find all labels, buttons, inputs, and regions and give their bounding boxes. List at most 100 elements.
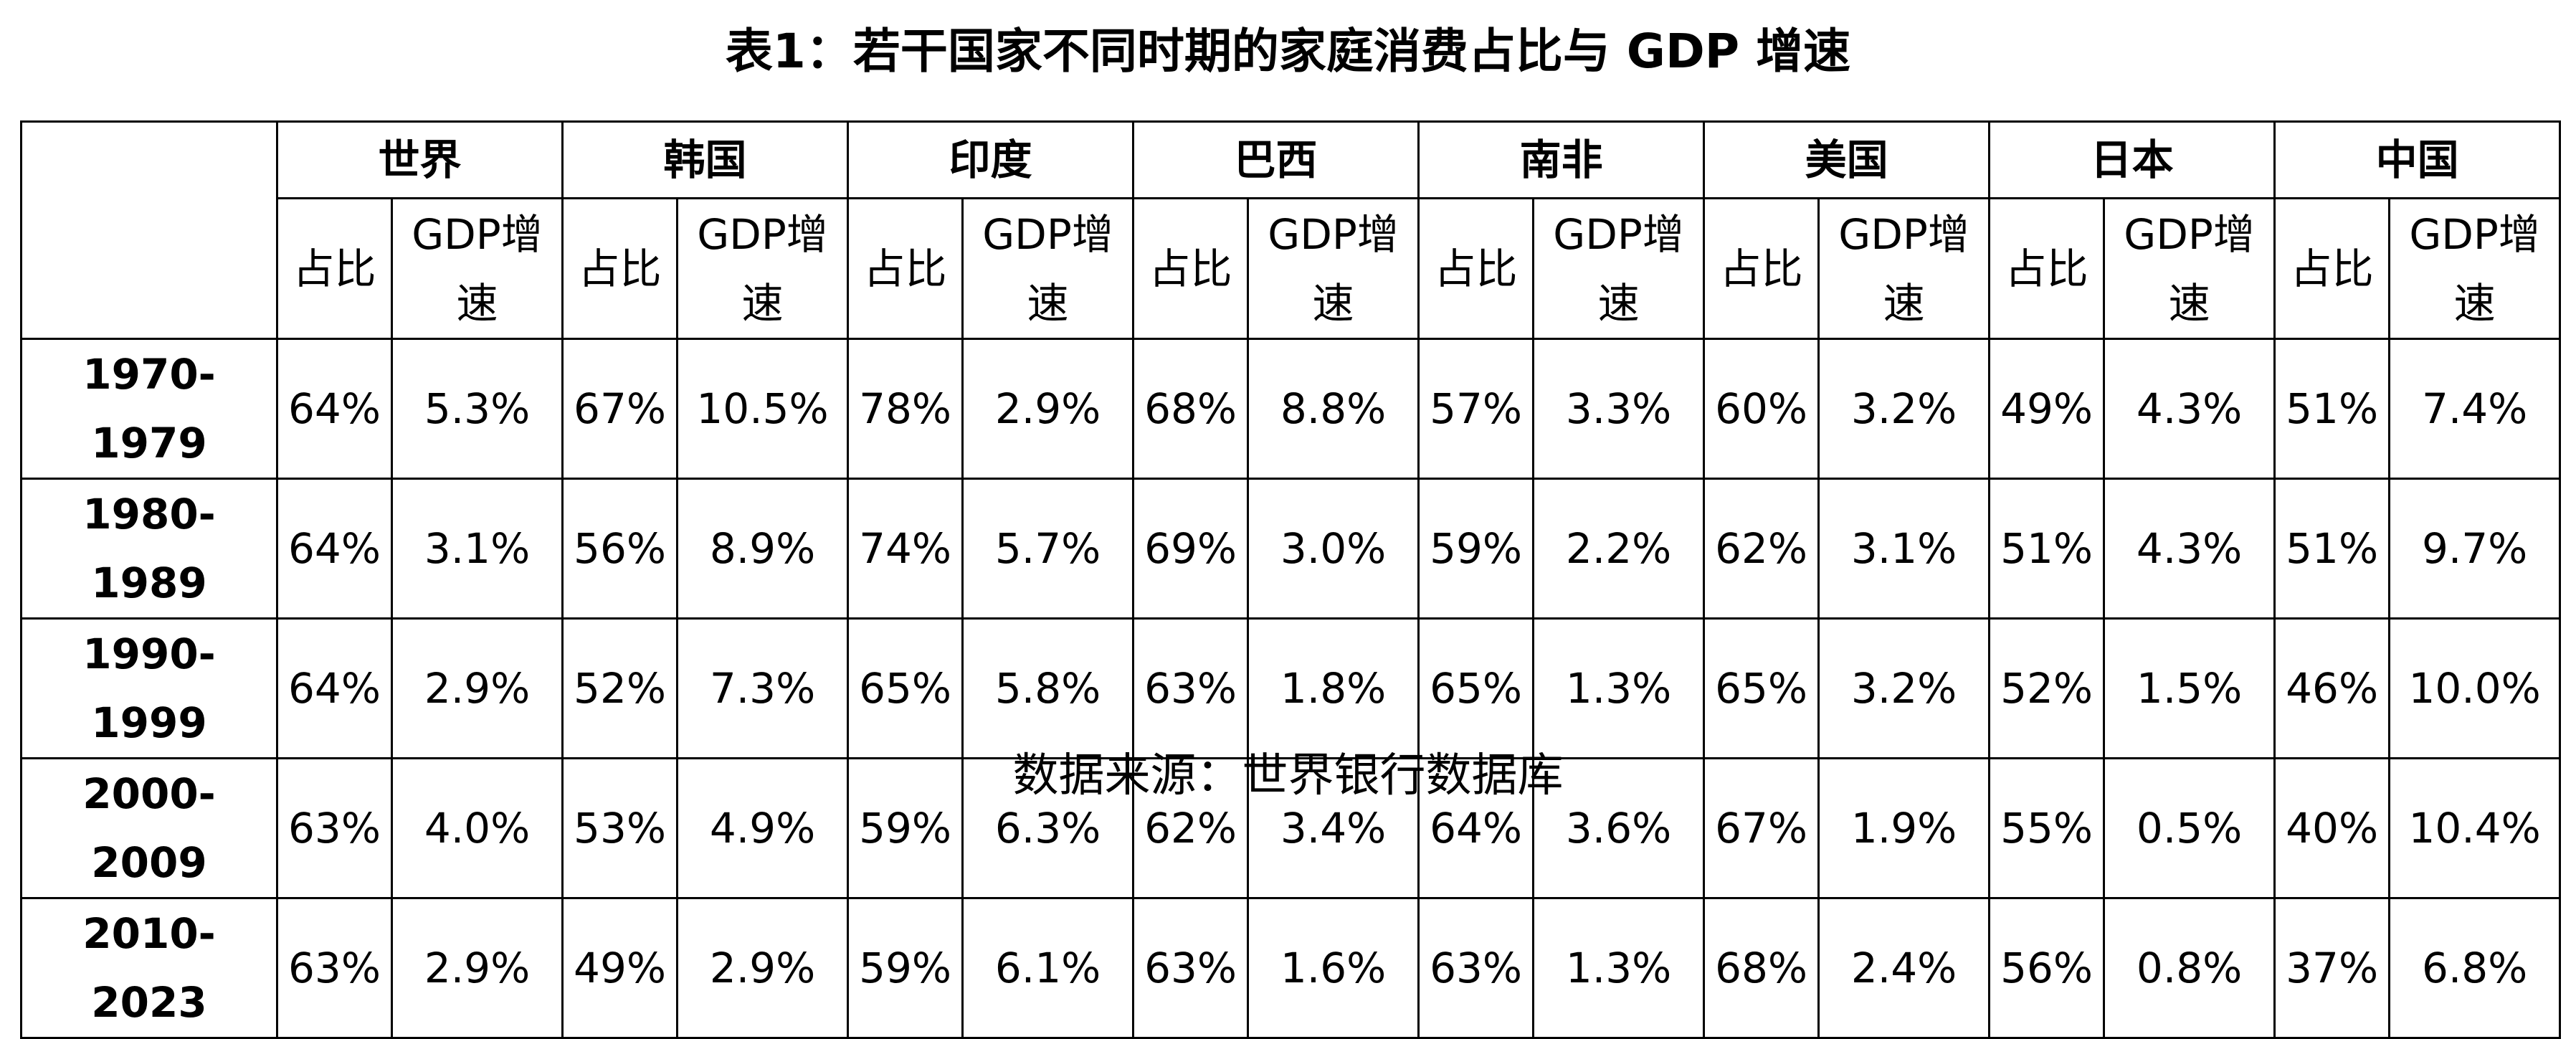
subheader: 占比 xyxy=(2273,197,2391,340)
period-cell: 2010-2023 xyxy=(20,897,278,1039)
value-cell: 52% xyxy=(561,617,679,759)
value-cell: 59% xyxy=(1417,478,1535,620)
value-cell: 7.4% xyxy=(2388,338,2562,480)
value-cell: 64% xyxy=(276,338,393,480)
value-cell: 60% xyxy=(1703,338,1820,480)
country-header: 美国 xyxy=(1703,120,1991,199)
value-cell: 3.3% xyxy=(1532,338,1706,480)
value-cell: 68% xyxy=(1132,338,1250,480)
value-cell: 49% xyxy=(1988,338,2106,480)
page: 表1：若干国家不同时期的家庭消费占比与 GDP 增速 世界 韩国 印度 巴西 南非 美国日… xyxy=(20,24,2562,1039)
country-header: 南非 xyxy=(1417,120,1706,199)
corner-cell xyxy=(20,120,278,340)
subheader: GDP增速 xyxy=(2388,197,2562,340)
value-cell: 46% xyxy=(2273,617,2391,759)
subheader: 占比 xyxy=(1132,197,1250,340)
subheader: 占比 xyxy=(561,197,679,340)
country-header: 印度 xyxy=(847,120,1135,199)
country-header: 韩国 xyxy=(561,120,850,199)
country-header: 世界 xyxy=(275,120,564,199)
value-cell: 2.9% xyxy=(676,897,850,1039)
value-cell: 56% xyxy=(1988,897,2106,1039)
value-cell: 10.5% xyxy=(676,338,850,480)
value-cell: 63% xyxy=(1417,897,1535,1039)
value-cell: 65% xyxy=(1703,617,1820,759)
value-cell: 5.7% xyxy=(961,478,1135,620)
value-cell: 64% xyxy=(276,617,393,759)
value-cell: 78% xyxy=(847,338,964,480)
value-cell: 5.8% xyxy=(961,617,1135,759)
value-cell: 1.5% xyxy=(2103,617,2276,759)
value-cell: 37% xyxy=(2273,897,2391,1039)
subheader: GDP增速 xyxy=(2103,197,2276,340)
value-cell: 63% xyxy=(1132,897,1250,1039)
value-cell: 57% xyxy=(1417,338,1535,480)
data-row: 2010-2023 63% 2.9% 49% 2.9% 59% 6.1% 63% 1.6% 63%… xyxy=(20,897,2562,1039)
value-cell: 63% xyxy=(276,897,393,1039)
value-cell: 6.8% xyxy=(2388,897,2562,1039)
header-row: 世界 韩国 印度 巴西 南非 美国 日本 中国 xyxy=(20,120,2562,340)
value-cell: 3.1% xyxy=(390,478,564,620)
value-cell: 69% xyxy=(1132,478,1250,620)
value-cell: 68% xyxy=(1703,897,1820,1039)
value-cell: 51% xyxy=(2273,338,2391,480)
value-cell: 4.3% xyxy=(2103,478,2276,620)
subheader: 占比 xyxy=(1417,197,1535,340)
subheader: 占比 xyxy=(847,197,964,340)
value-cell: 2.9% xyxy=(390,897,564,1039)
value-cell: 51% xyxy=(1988,478,2106,620)
value-cell: 67% xyxy=(561,338,679,480)
subheader: 占比 xyxy=(1988,197,2106,340)
country-header: 日本 xyxy=(1988,120,2276,199)
value-cell: 3.2% xyxy=(1817,617,1991,759)
value-cell: 65% xyxy=(1417,617,1535,759)
value-cell: 4.3% xyxy=(2103,338,2276,480)
value-cell: 2.2% xyxy=(1532,478,1706,620)
value-cell: 2.9% xyxy=(961,338,1135,480)
value-cell: 63% xyxy=(1132,617,1250,759)
period-cell: 1970-1979 xyxy=(20,338,278,480)
subheader: GDP增速 xyxy=(961,197,1135,340)
data-table: 世界 韩国 印度 巴西 南非 美国 日本 中国 占比 GDP增速 占比 GDP增速 占比 GDP增速 占比 G… xyxy=(20,120,2562,1039)
data-row: 1970-1979 64% 5.3% 67% 10.5% 78% 2.9% 68% 8.8% 57… xyxy=(20,338,2562,480)
value-cell: 5.3% xyxy=(390,338,564,480)
data-row: 1990-1999 64% 2.9% 52% 7.3% 65% 5.8% 63% 1.8% 65%… xyxy=(20,617,2562,759)
value-cell: 6.1% xyxy=(961,897,1135,1039)
table-title: 表1：若干国家不同时期的家庭消费占比与 GDP 增速 xyxy=(725,24,1851,79)
value-cell: 1.8% xyxy=(1247,617,1420,759)
value-cell: 2.9% xyxy=(390,617,564,759)
value-cell: 7.3% xyxy=(676,617,850,759)
data-row: 1980-1989 64% 3.1% 56% 8.9% 74% 5.7% 69% 3.0% 59%… xyxy=(20,478,2562,620)
period-cell: 1990-1999 xyxy=(20,617,278,759)
value-cell: 3.1% xyxy=(1817,478,1991,620)
subheader: 占比 xyxy=(276,197,393,340)
source-note: 数据来源：世界银行数据库 xyxy=(1012,749,1564,802)
subheader-row: 占比 GDP增速 占比 GDP增速 占比 GDP增速 占比 GDP增速 占比 GDP增速 占比 GDP… xyxy=(22,197,2562,340)
value-cell: 2.4% xyxy=(1817,897,1991,1039)
value-cell: 3.2% xyxy=(1817,338,1991,480)
subheader: GDP增速 xyxy=(1532,197,1706,340)
value-cell: 8.9% xyxy=(676,478,850,620)
value-cell: 1.3% xyxy=(1532,617,1706,759)
value-cell: 3.0% xyxy=(1247,478,1420,620)
subheader: GDP增速 xyxy=(1247,197,1420,340)
value-cell: 52% xyxy=(1988,617,2106,759)
value-cell: 1.3% xyxy=(1532,897,1706,1039)
value-cell: 8.8% xyxy=(1247,338,1420,480)
subheader: GDP增速 xyxy=(390,197,564,340)
subheader: GDP增速 xyxy=(1817,197,1991,340)
value-cell: 62% xyxy=(1703,478,1820,620)
value-cell: 65% xyxy=(847,617,964,759)
value-cell: 0.8% xyxy=(2103,897,2276,1039)
country-header: 巴西 xyxy=(1132,120,1420,199)
value-cell: 10.0% xyxy=(2388,617,2562,759)
value-cell: 56% xyxy=(561,478,679,620)
subheader: GDP增速 xyxy=(676,197,850,340)
subheader: 占比 xyxy=(1703,197,1820,340)
value-cell: 9.7% xyxy=(2388,478,2562,620)
value-cell: 64% xyxy=(276,478,393,620)
value-cell: 74% xyxy=(847,478,964,620)
value-cell: 1.6% xyxy=(1247,897,1420,1039)
value-cell: 49% xyxy=(561,897,679,1039)
value-cell: 51% xyxy=(2273,478,2391,620)
